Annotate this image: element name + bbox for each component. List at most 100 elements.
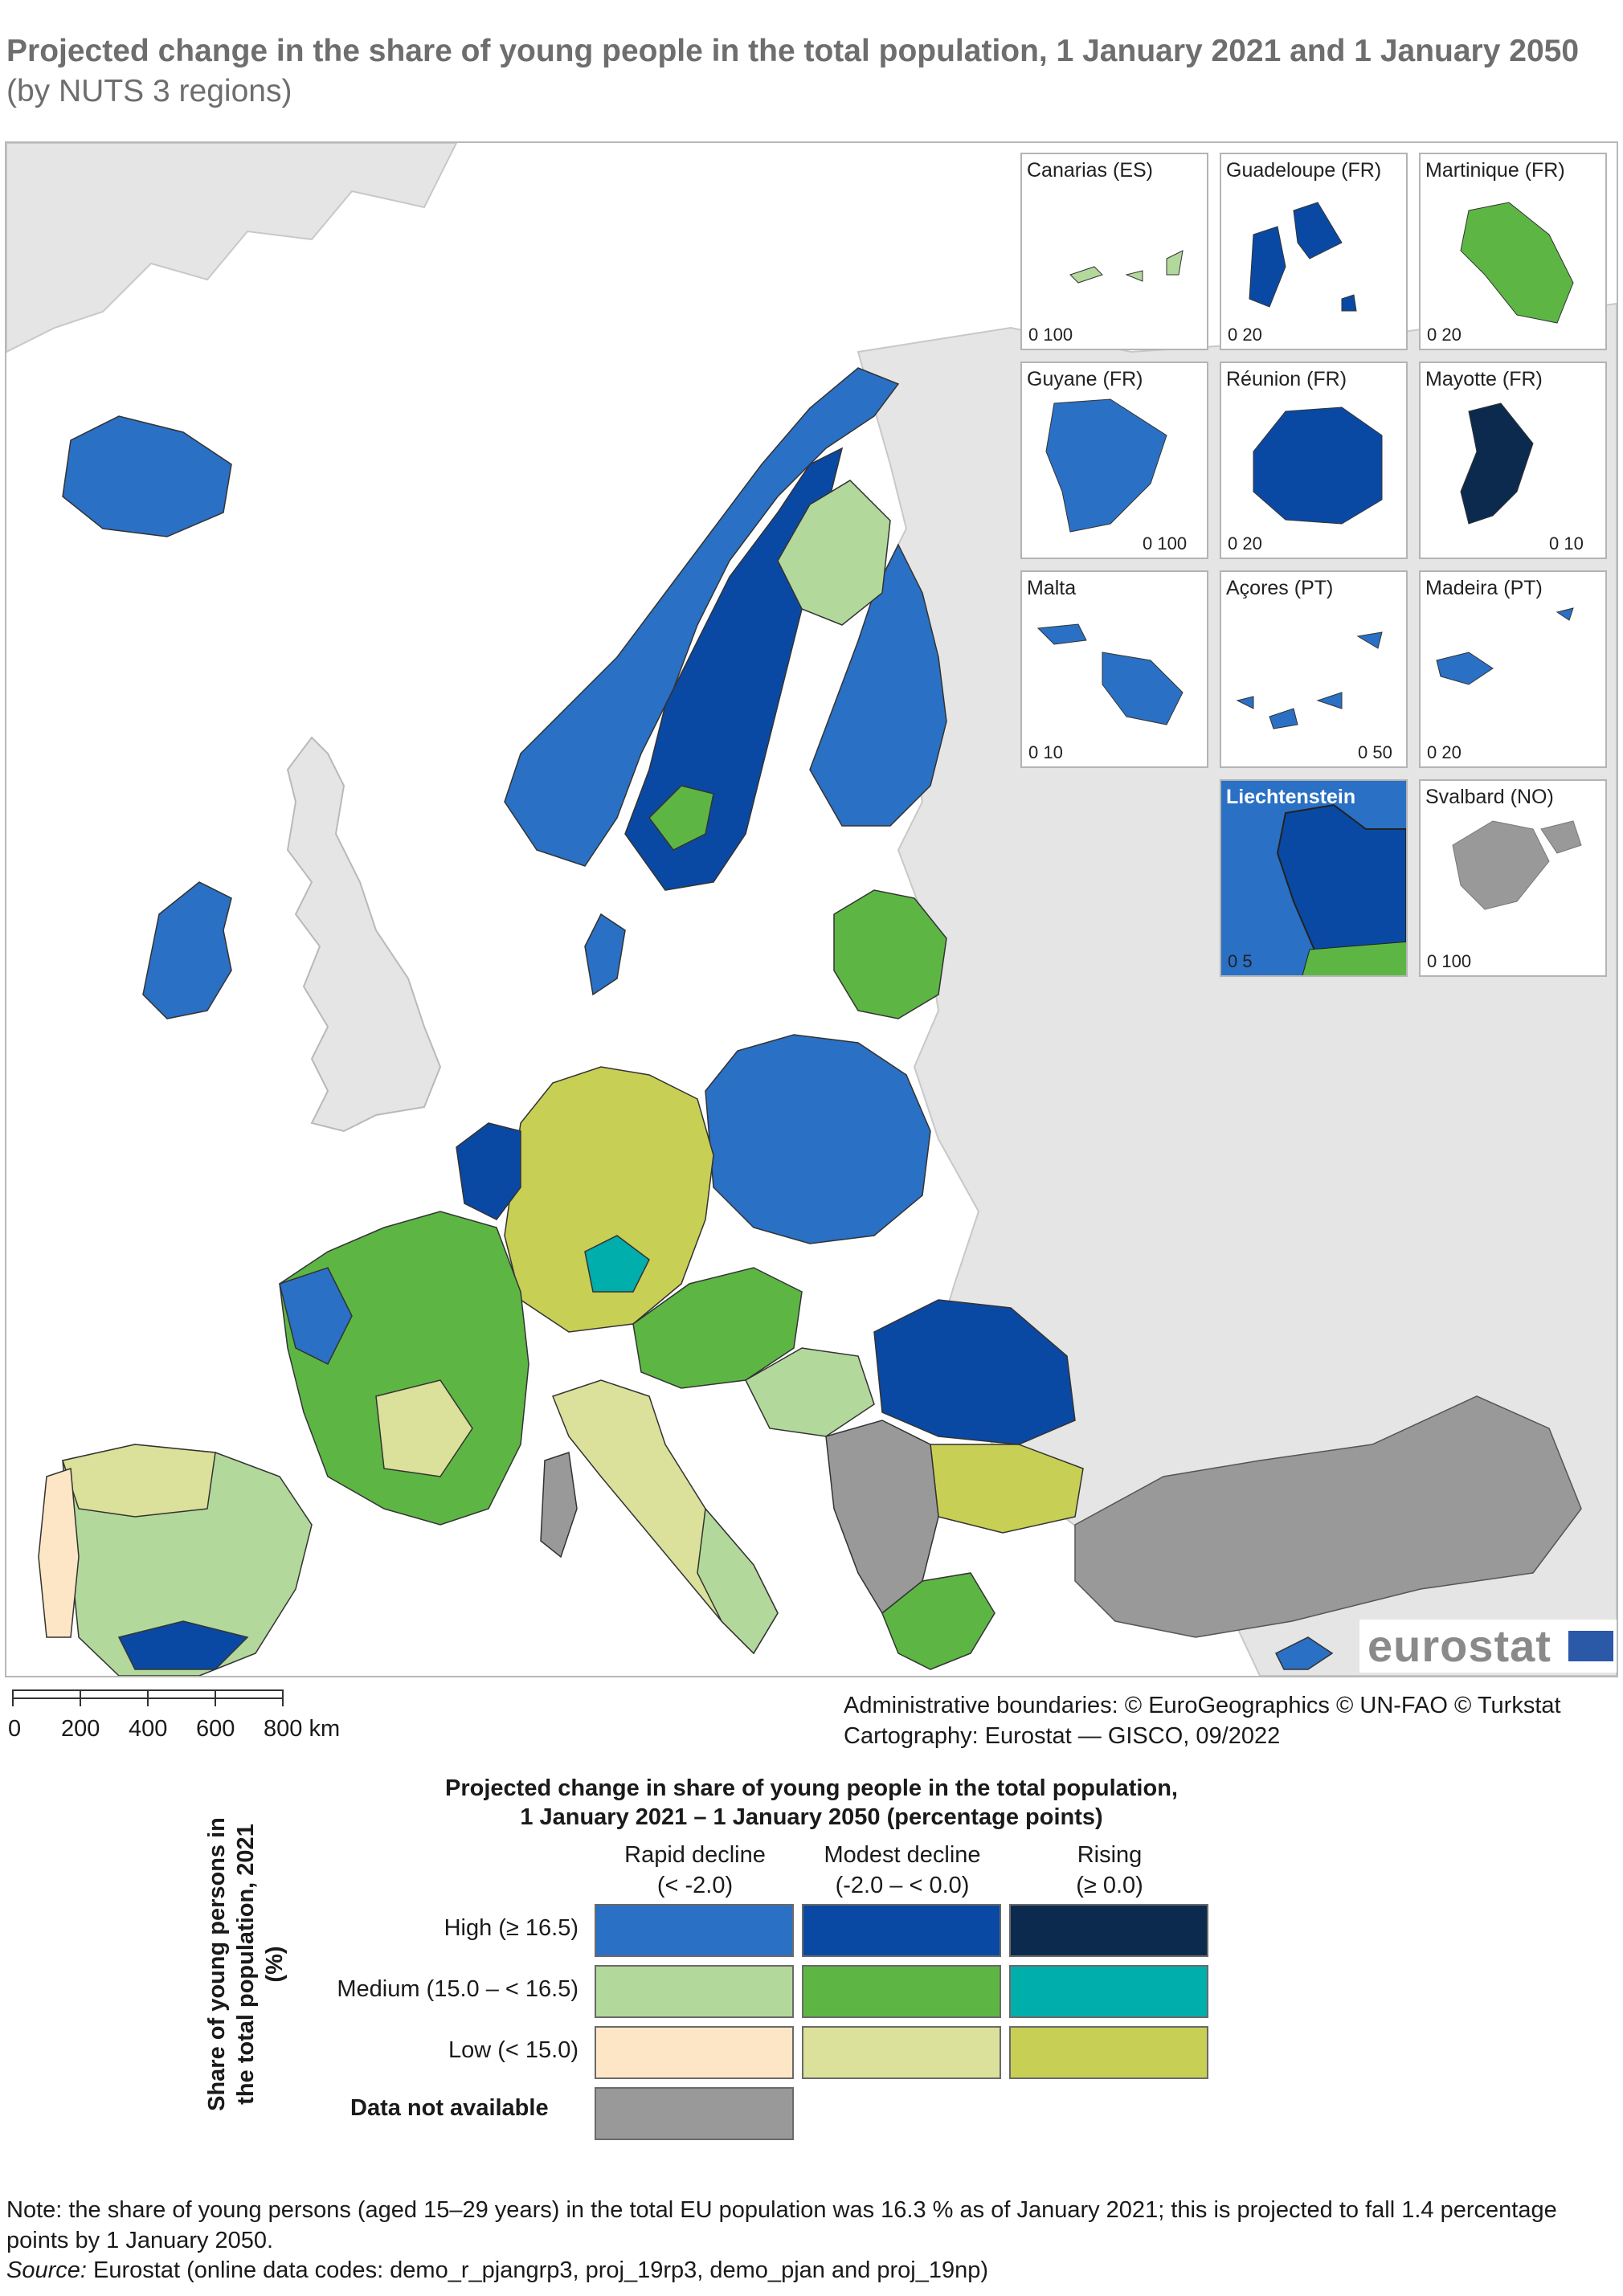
legend-title-line2: 1 January 2021 – 1 January 2050 (percent… [520,1804,1103,1830]
legend-column-label: Modest decline [824,1842,981,1868]
swatch-medium-modest-decline [802,1965,1001,2018]
spain-north-region [62,1444,216,1518]
legend-column-label: Rapid decline [624,1842,766,1868]
baltic-region [833,889,947,1019]
norway-region [504,367,900,867]
portugal-region [38,1467,80,1638]
inset-label: Guyane (FR) [1027,368,1143,390]
france-west-region [279,1267,353,1366]
swatch-high-modest-decline [802,1904,1001,1957]
map-panel: Canarias (ES) 0 100 Guadeloupe (FR) 0 20… [5,141,1618,1677]
malta-shape [1036,623,1184,725]
inset-liechtenstein: Liechtenstein 0 5 [1220,779,1408,977]
hungary-region [745,1347,875,1437]
inset-label: Réunion (FR) [1226,368,1347,390]
source-line: Source: Eurostat (online data codes: dem… [6,2257,988,2284]
legend-row-medium: Medium (15.0 – < 16.5) [337,1976,578,2002]
inset-label: Malta [1027,577,1077,599]
great-britain [286,736,442,1133]
legend-column-range: (≥ 0.0) [1076,1873,1143,1898]
inset-acores: Açores (PT) 0 50 [1220,570,1408,768]
boundaries-credit: Administrative boundaries: © EuroGeograp… [844,1693,1561,1718]
sardinia-region [540,1452,578,1559]
swatch-medium-rapid-decline [595,1965,794,2018]
source-label: Source: [6,2257,87,2283]
turkey-no-data [1074,1395,1582,1638]
greece-region [881,1572,995,1670]
swatch-low-rapid-decline [595,2026,794,2079]
canarias-shape [1069,250,1184,284]
legend-side-title: Share of young persons in the total popu… [204,1817,288,2111]
finland-region [809,543,947,827]
scale-label: 0 [8,1716,22,1742]
legend-row-high: High (≥ 16.5) [444,1915,578,1941]
legend-title: Projected change in share of young peopl… [0,1774,1623,1832]
map-title: Projected change in the share of young p… [6,34,1580,68]
legend-row-low: Low (< 15.0) [448,2037,578,2063]
swatch-no-data [595,2087,794,2140]
liechtenstein-shape [1276,803,1406,958]
inset-svalbard: Svalbard (NO) 0 100 [1419,779,1607,977]
inset-label: Canarias (ES) [1027,159,1153,182]
inset-label: Liechtenstein [1226,786,1356,808]
inset-scale: 0 10 [1028,742,1063,762]
swatch-high-rapid-decline [595,1904,794,1957]
legend-column-range: (-2.0 – < 0.0) [835,1873,970,1898]
inset-scale: 0 20 [1427,742,1462,762]
inset-label: Mayotte (FR) [1425,368,1543,390]
france-region [279,1211,529,1526]
reunion-shape [1253,406,1383,525]
germany-rising-region [584,1235,650,1293]
inset-scale: 0 100 [1143,533,1188,554]
inset-label: Svalbard (NO) [1425,786,1554,808]
inset-label: Madeira (PT) [1425,577,1543,599]
scale-bar [12,1689,284,1706]
inset-scale: 0 100 [1028,325,1073,345]
logo-wordmark: eurostat [1367,1620,1551,1671]
acores-shape [1236,631,1383,729]
svalbard-shape [1452,820,1582,910]
mayotte-shape [1460,402,1534,525]
eu-flag-icon [1568,1631,1613,1661]
legend-column-rapid-decline: Rapid decline (< -2.0) [591,1840,799,1901]
poland-region [705,1034,931,1244]
swatch-low-rising [1009,2026,1208,2079]
martinique-shape [1460,202,1574,324]
romania-region [873,1299,1076,1445]
map-subtitle: (by NUTS 3 regions) [6,74,292,108]
italy-south-region [697,1507,779,1655]
inset-scale: 0 20 [1228,325,1262,345]
denmark-region [584,913,626,996]
spain-south-region [117,1620,249,1670]
iceland-region [62,415,232,537]
legend-column-rising: Rising (≥ 0.0) [1006,1840,1213,1901]
germany-region [504,1066,714,1333]
inset-scale: 0 10 [1549,533,1584,554]
madeira-shape [1436,607,1574,685]
inset-guyane: Guyane (FR) 0 100 [1020,362,1208,559]
inset-canarias: Canarias (ES) 0 100 [1020,153,1208,350]
inset-scale: 0 5 [1228,951,1253,971]
non-eu-land [6,143,458,353]
inset-label: Açores (PT) [1226,577,1334,599]
scale-label: 800 km [264,1716,341,1742]
cyprus-region [1274,1636,1334,1670]
inset-guadeloupe: Guadeloupe (FR) 0 20 [1220,153,1408,350]
liechtenstein-south-shape [1302,941,1406,975]
guadeloupe-shape [1249,202,1357,312]
scale-label: 600 [196,1716,235,1742]
eurostat-logo: eurostat [1359,1620,1617,1673]
france-south-region [375,1379,473,1477]
guyane-shape [1045,398,1167,533]
inset-label: Martinique (FR) [1425,159,1565,182]
czechia-austria-region [632,1267,803,1389]
inset-martinique: Martinique (FR) 0 20 [1419,153,1607,350]
footnote: Note: the share of young persons (aged 1… [6,2197,1557,2253]
swatch-medium-rising [1009,1965,1208,2018]
legend-column-label: Rising [1077,1842,1143,1868]
scale-label: 200 [61,1716,100,1742]
inset-scale: 0 20 [1427,325,1462,345]
finland-north-region [777,480,891,626]
map-credits: Administrative boundaries: © EuroGeograp… [844,1690,1561,1751]
benelux-region [456,1122,521,1220]
